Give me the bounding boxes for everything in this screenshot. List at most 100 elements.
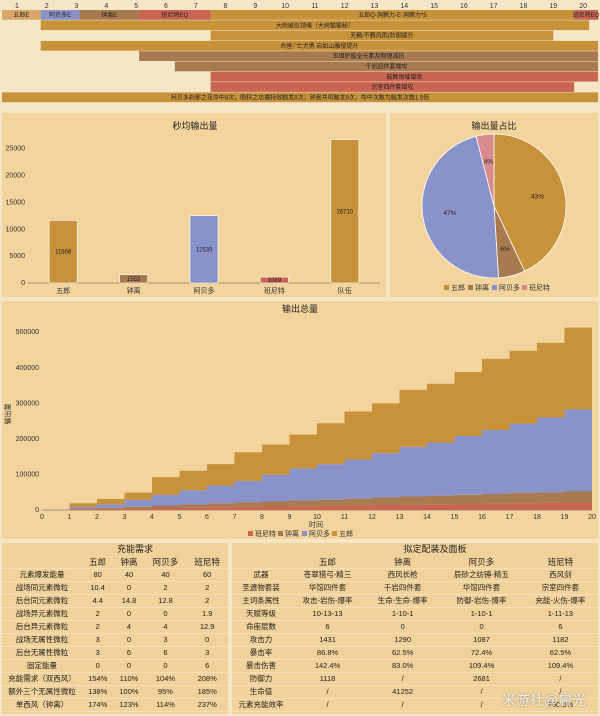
table-cell: 3	[82, 633, 114, 647]
timeline-tick-band	[0, 0, 600, 10]
timeline-tick-label: 1	[15, 3, 19, 10]
table-cell: 123%	[113, 698, 145, 712]
table-cell: 1182	[522, 633, 598, 647]
timeline-tick-label: 16	[460, 3, 468, 10]
table-cell: 12.8	[144, 594, 187, 608]
energy_table-header-row: 五郎 钟离 阿贝多 班尼特	[2, 556, 228, 569]
timeline-segment	[139, 51, 598, 61]
table-header-cell: 阿贝多	[144, 556, 187, 569]
table-cell: 10-13-13	[290, 607, 366, 621]
timeline-tick-label: 9	[253, 3, 257, 10]
timeline-segment	[40, 20, 590, 31]
table-row: 充能需求（双西风） 154% 110% 104% 208%	[2, 672, 228, 686]
row-label: 圣遗物套装	[232, 581, 290, 595]
timeline-tick-label: 6	[164, 3, 168, 10]
table-cell: 250.9%	[522, 698, 598, 712]
table-cell: 6	[144, 646, 187, 660]
table-cell: 0	[365, 620, 441, 634]
table-cell: 100%	[113, 685, 145, 699]
table-cell: 4	[113, 620, 145, 634]
table-cell: 2	[82, 620, 114, 634]
timeline-segment	[174, 61, 598, 72]
table-cell: 109.4%	[522, 659, 598, 673]
table-cell: 辰砂之纺锤-精五	[440, 568, 523, 582]
table-cell: 千岩四件套	[365, 581, 441, 595]
table-header-cell: 钟离	[113, 556, 145, 569]
timeline-tick-label: 17	[490, 3, 498, 10]
table-cell: 生命-生命-爆率	[365, 594, 441, 608]
table-cell: 1-10-1	[365, 607, 441, 621]
row-label: 后台同元素微粒	[2, 594, 82, 608]
table-cell: /	[290, 698, 366, 712]
table-cell: 2	[186, 594, 228, 608]
table-cell: 华馆四件套	[290, 581, 366, 595]
table-header-cell	[232, 556, 290, 569]
timeline-segment-label: 命座-"亡犬勇 岩如山雕侵提升	[280, 42, 358, 50]
table-row: 命座层数 6 0 0 6	[232, 620, 598, 634]
table-row: 圣遗物套装 华馆四件套 千岩四件套 华馆四件套 宗室四件套	[232, 581, 598, 595]
timeline-segment	[40, 40, 599, 51]
timeline-segment	[2, 92, 598, 103]
table-cell: 14.8	[113, 594, 145, 608]
table-cell: 62.5%	[522, 646, 598, 660]
table-cell: 华馆四件套	[440, 581, 523, 595]
timeline-segment	[40, 10, 80, 20]
table-row: 元素爆发能量 80 40 40 60	[2, 568, 228, 582]
timeline-segment-label: 玉璋护盾全元素及物理减抗	[333, 52, 405, 60]
table-row: 后台无属性微粒 3 6 6 3	[2, 646, 228, 660]
table-cell: 4	[144, 620, 187, 634]
table-cell: 0	[113, 581, 145, 595]
table-cell: 110%	[113, 672, 145, 686]
table-cell: 西风长枪	[365, 568, 441, 582]
timeline-segment	[2, 10, 41, 20]
build-table-title: 拟定配装及面板	[403, 544, 467, 554]
bar-panel	[2, 113, 386, 297]
timeline-segment-label: 五郎Q-洞察力-E-洞察力*5	[358, 11, 427, 19]
table-cell: 6	[522, 620, 598, 634]
table-cell: 40	[113, 568, 145, 582]
row-label: 元素爆发能量	[2, 568, 82, 582]
row-label: 战场异元素微粒	[2, 607, 82, 621]
row-label: 暴击率	[232, 646, 290, 660]
table-cell: 1-10-1	[440, 607, 523, 621]
table-cell: /	[522, 672, 598, 686]
timeline-segment-label: 钟离E	[101, 11, 117, 19]
table-cell: 154%	[82, 672, 114, 686]
table-cell: 3	[144, 633, 187, 647]
watermark: 米游社@晨光	[501, 692, 586, 708]
table-cell: 62.5%	[365, 646, 441, 660]
row-label: 命座层数	[232, 620, 290, 634]
table-row: 暴击伤害 142.4% 83.0% 109.4% 109.4%	[232, 659, 598, 673]
row-label: 天赋等级	[232, 607, 290, 621]
timeline-segment	[210, 10, 575, 20]
build-table: 五郎 钟离 阿贝多 班尼特 武器 苍翠猎弓-精三 西风长枪 辰砂之纺锤-精五 西风剑 圣遗物套装华…	[232, 556, 598, 712]
energy-table-title: 充能需求	[116, 544, 153, 554]
table-header-cell: 五郎	[290, 556, 366, 569]
table-row: 主词条属性 攻击-岩伤-爆率 生命-生命-爆率 防御-岩伤-爆率 充能-火伤-爆率	[232, 594, 598, 608]
timeline-tick-label: 2	[45, 3, 49, 10]
table-cell: 2	[144, 581, 187, 595]
table-row: 额外三个无属性微粒 138% 100% 95% 185%	[2, 685, 228, 699]
timeline-tick-label: 4	[104, 3, 108, 10]
timeline-segment-label: 天籁/不羁风雨(防御提升	[350, 32, 414, 40]
timeline-tick-label: 7	[194, 3, 198, 10]
table-cell: 1290	[365, 633, 441, 647]
table-row: 元素充能效率 / //250.9%	[232, 698, 598, 712]
table-cell: 0	[113, 659, 145, 673]
timeline-tick-label: 12	[341, 3, 349, 10]
row-label: 后台异元素微粒	[2, 620, 82, 634]
timeline-segment-label: 大岗威仪领域（大岗猫猫秘）	[276, 21, 354, 29]
table-row: 单西风（钟离） 174% 123% 114% 237%	[2, 698, 228, 712]
timeline-tick-label: 18	[520, 3, 528, 10]
row-label: 生命值	[232, 685, 290, 699]
table-cell: 10.4	[82, 581, 114, 595]
row-label: 武器	[232, 568, 290, 582]
table-cell: 2	[82, 607, 114, 621]
table-cell: 114%	[144, 698, 187, 712]
table-cell: 0	[440, 620, 523, 634]
table-cell: 104%	[144, 672, 187, 686]
timeline-segment-label: 阿贝多刹那之花命中8次，陨籽之坊播特效触发8次；钟离共鸣触发8次，命中次数为触发…	[171, 93, 429, 101]
timeline-segment	[79, 10, 140, 20]
timeline-segment-label: 五郎E	[13, 11, 29, 19]
